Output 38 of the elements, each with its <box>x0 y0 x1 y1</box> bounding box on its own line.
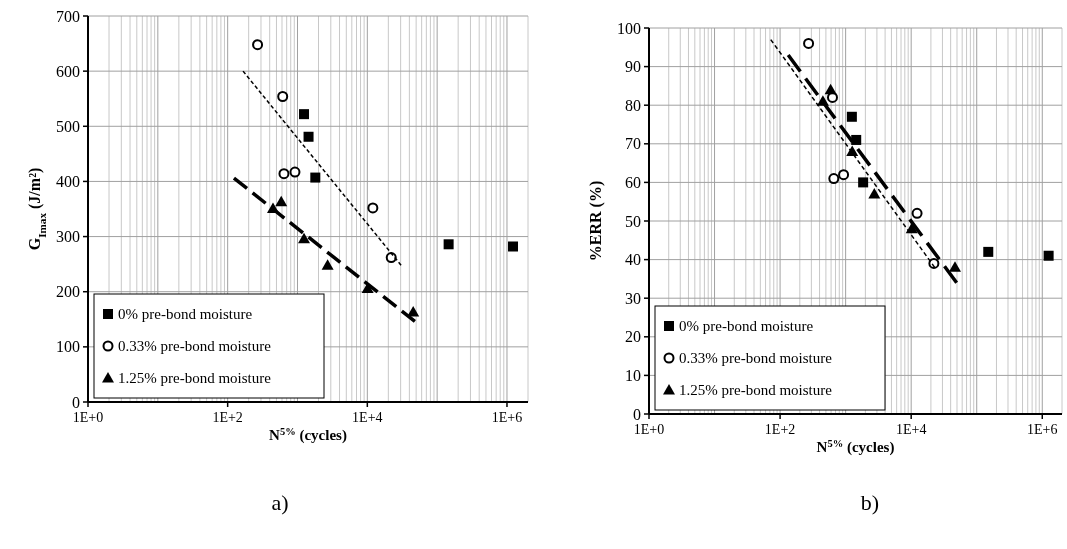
y-tick-label: 90 <box>625 58 641 76</box>
x-tick-label: 1E+4 <box>352 410 383 425</box>
text: a) <box>271 490 289 515</box>
y-tick-label: 200 <box>56 283 80 301</box>
x-tick-label: 1E+4 <box>895 422 927 437</box>
y-tick-label: 10 <box>625 367 641 384</box>
text: b) <box>860 490 880 515</box>
x-axis-title: N$^{5%}$ (cycles) <box>816 437 895 456</box>
legend-label: 0.33% pre-bond moisture <box>679 350 833 367</box>
x-axis-title: N$^{5%}$ (cycles) <box>269 425 347 444</box>
legend-label: 1.25% pre-bond moisture <box>679 382 833 399</box>
legend-label: 0% pre-bond moisture <box>118 306 253 323</box>
y-tick-label: 0 <box>72 393 80 411</box>
legend-label: 0.33% pre-bond moisture <box>118 338 272 355</box>
y-axis-title: %ERR (%) <box>587 180 605 262</box>
y-tick-label: 60 <box>625 174 641 191</box>
y-tick-label: 40 <box>625 251 641 269</box>
legend-label: 1.25% pre-bond moisture <box>118 370 272 387</box>
x-tick-label: 1E+2 <box>764 422 796 437</box>
y-tick-label: 600 <box>56 62 80 80</box>
x-tick-label: 1E+0 <box>72 410 104 425</box>
y-tick-label: 80 <box>625 96 641 114</box>
x-tick-label: 1E+2 <box>212 410 243 425</box>
y-tick-label: 700 <box>56 7 80 25</box>
legend-label: 0% pre-bond moisture <box>679 318 814 335</box>
y-tick-label: 400 <box>56 173 80 191</box>
y-tick-label: 100 <box>56 338 80 356</box>
x-tick-label: 1E+6 <box>1027 422 1058 437</box>
y-tick-label: 500 <box>56 117 80 135</box>
y-tick-label: 70 <box>625 135 641 153</box>
y-tick-label: 20 <box>625 328 641 346</box>
x-tick-label: 1E+6 <box>491 410 523 425</box>
y-tick-label: 0 <box>633 405 641 423</box>
x-tick-label: 1E+0 <box>633 422 665 437</box>
y-tick-label: 30 <box>625 289 641 307</box>
y-tick-label: 100 <box>617 19 641 37</box>
y-tick-label: 300 <box>56 228 80 246</box>
y-tick-label: 50 <box>625 212 641 230</box>
